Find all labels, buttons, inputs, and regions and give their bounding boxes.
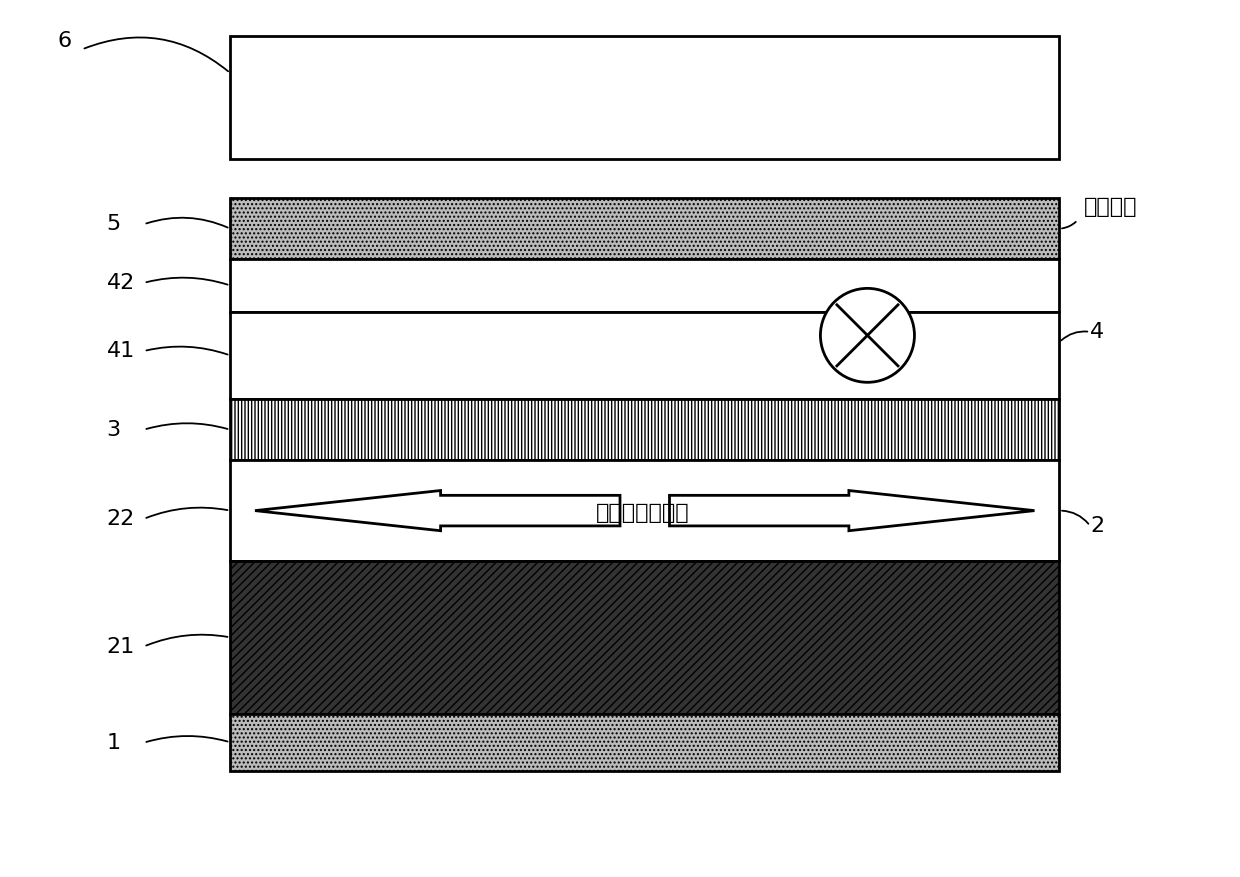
Bar <box>231 460 1059 561</box>
Text: 1: 1 <box>107 732 120 752</box>
Bar <box>231 561 1059 714</box>
Text: 42: 42 <box>107 273 135 293</box>
Text: 2: 2 <box>1090 516 1105 536</box>
Text: 5: 5 <box>107 214 120 234</box>
Text: 3: 3 <box>107 420 120 439</box>
Polygon shape <box>255 490 620 531</box>
Text: 6: 6 <box>57 31 71 51</box>
Bar <box>231 311 1059 399</box>
Text: 41: 41 <box>107 341 135 361</box>
Bar <box>231 36 1059 159</box>
Text: 铁电应力轴方向: 铁电应力轴方向 <box>595 503 689 523</box>
Bar <box>231 714 1059 771</box>
Ellipse shape <box>821 289 914 382</box>
Text: 22: 22 <box>107 509 135 529</box>
Bar <box>231 399 1059 460</box>
Text: 21: 21 <box>107 637 135 657</box>
Text: 磁矩方向: 磁矩方向 <box>1084 196 1137 217</box>
Polygon shape <box>670 490 1034 531</box>
Bar <box>231 198 1059 260</box>
Bar <box>231 260 1059 311</box>
Text: 4: 4 <box>1090 322 1105 342</box>
